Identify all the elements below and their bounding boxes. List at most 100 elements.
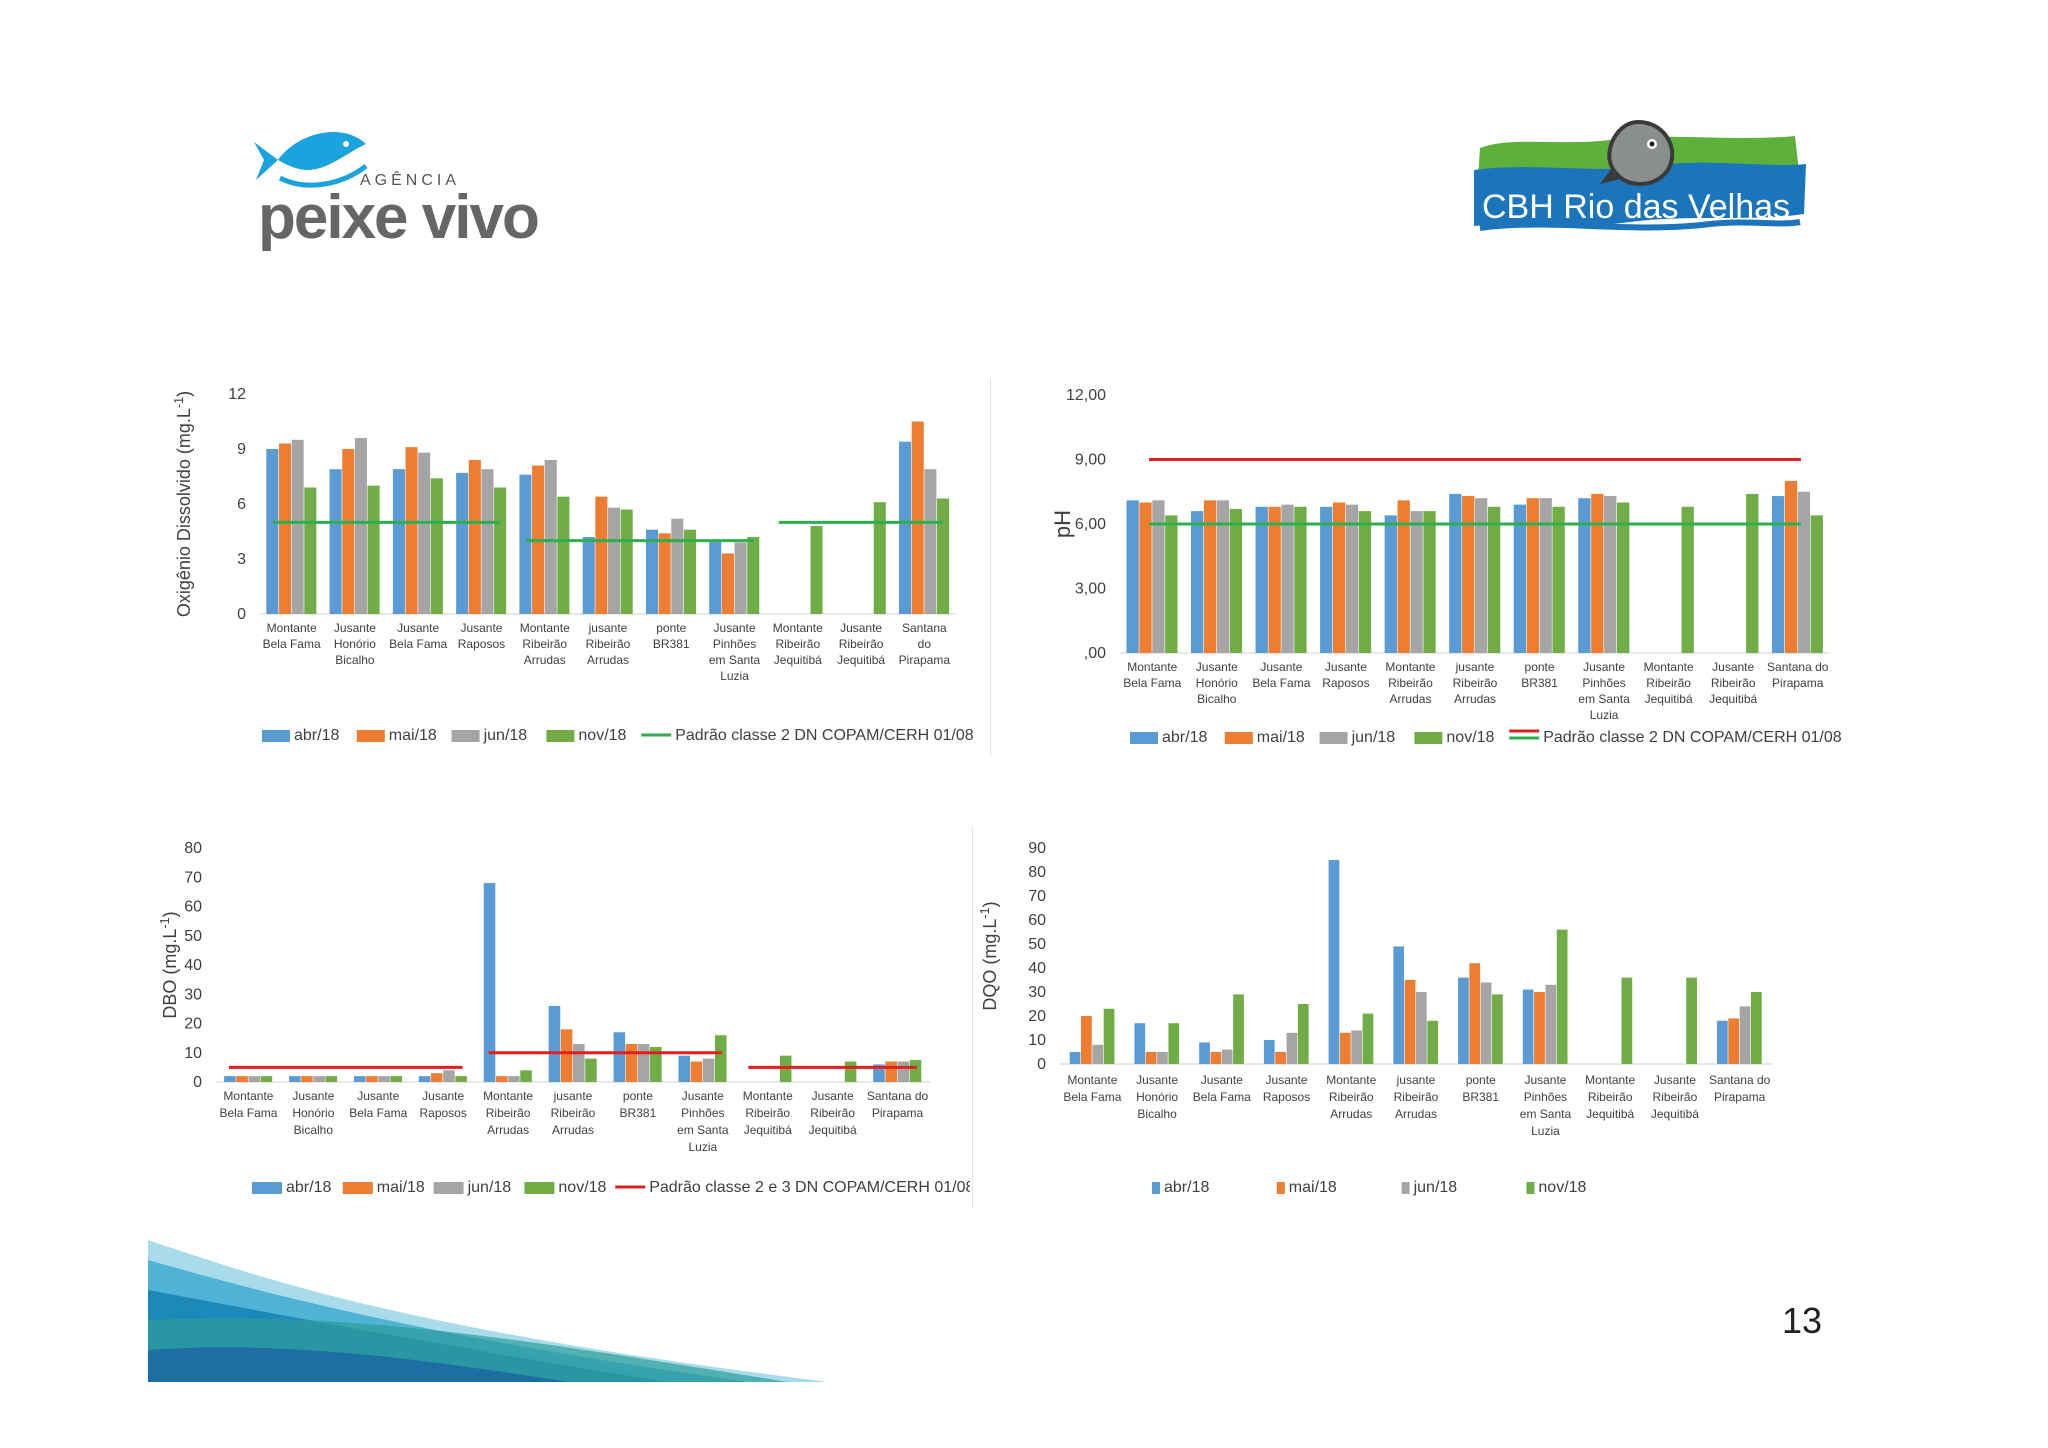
- bar-mai-18: [560, 1029, 573, 1082]
- bar-abr-18: [329, 469, 342, 614]
- bar-jun-18: [1545, 984, 1557, 1064]
- y-tick-label: ,00: [1084, 645, 1106, 662]
- x-category-label: Jusante Raposos: [458, 621, 505, 651]
- bar-abr-18: [1449, 493, 1462, 653]
- legend-label: abr/18: [1162, 729, 1207, 746]
- bar-abr-18: [1263, 1040, 1275, 1064]
- y-tick-label: 3,00: [1075, 581, 1106, 598]
- y-tick-label: 3: [237, 551, 246, 568]
- chart-svg: 0 10 20 30 40 50 60 70 80 DBO (mg.L-1) Montante Bel…: [158, 840, 970, 1196]
- bar-abr-18: [1771, 496, 1785, 653]
- bar-abr-18: [1255, 506, 1268, 653]
- y-tick-label: 50: [1028, 936, 1046, 953]
- bar-jun-18: [637, 1043, 650, 1082]
- bar-nov-18: [937, 498, 950, 614]
- legend-label: jun/18: [1351, 729, 1396, 746]
- bar-jun-18: [1351, 1030, 1362, 1064]
- x-category-label: Jusante Bela Fama: [389, 621, 447, 651]
- legend-swatch: [1414, 732, 1443, 744]
- bar-mai-18: [658, 533, 671, 614]
- bar-nov-18: [1621, 977, 1633, 1064]
- x-category-label: Jusante Honório Bicalho: [1196, 660, 1238, 706]
- y-tick-label: 30: [1028, 984, 1046, 1001]
- x-category-label: Santana do Pirapama: [867, 1089, 929, 1120]
- legend-swatch: [356, 730, 385, 742]
- x-category-label: Jusante Bela Fama: [349, 1089, 407, 1120]
- fish-icon: [1600, 119, 1675, 187]
- bar-jun-18: [924, 469, 937, 614]
- bar-mai-18: [1462, 496, 1475, 653]
- x-category-label: Santana do Pirapama: [1767, 660, 1829, 690]
- chart-svg: 0 3 6 9 12 Oxigênio Dissolvido (mg.L-1) Montan…: [172, 386, 974, 744]
- y-tick-label: 70: [1028, 888, 1046, 905]
- bar-jun-18: [1286, 1032, 1298, 1064]
- x-category-label: Montante Ribeirão Arrudas: [1385, 660, 1435, 706]
- bar-nov-18: [1681, 506, 1694, 653]
- bar-abr-18: [582, 537, 595, 614]
- x-category-label: Jusante Honório Bicalho: [292, 1089, 334, 1137]
- bar-jun-18: [1221, 1049, 1233, 1064]
- bar-nov-18: [873, 502, 886, 614]
- bar-nov-18: [390, 1076, 403, 1082]
- bar-nov-18: [494, 487, 507, 614]
- bar-abr-18: [392, 469, 405, 614]
- y-tick-label: 80: [1028, 864, 1046, 881]
- x-category-label: Jusante Bela Fama: [1252, 660, 1310, 690]
- y-tick-label: 30: [184, 986, 202, 1003]
- legend-label: mai/18: [389, 727, 437, 744]
- legend-swatch: [524, 1182, 555, 1194]
- bar-mai-18: [721, 553, 734, 614]
- x-category-label: ponte BR381: [1521, 660, 1558, 690]
- y-tick-label: 80: [184, 840, 202, 857]
- chart-ph: ,00 3,00 6,00 9,00 12,00 pH Montante Bela Fama J…: [1040, 378, 1870, 756]
- bar-jun-18: [313, 1076, 325, 1082]
- bar-abr-18: [1320, 506, 1333, 653]
- bar-nov-18: [1810, 515, 1823, 653]
- x-category-label: Jusante Honório Bicalho: [334, 621, 376, 667]
- bar-jun-18: [378, 1076, 390, 1082]
- x-category-label: Montante Bela Fama: [1063, 1073, 1121, 1104]
- x-category-label: Montante Ribeirão Jequitibá: [1585, 1073, 1635, 1121]
- bar-jun-18: [418, 452, 431, 614]
- chart-dbo: 0 10 20 30 40 50 60 70 80 DBO (mg.L-1) Montante Bel…: [150, 830, 970, 1210]
- y-tick-label: 6,00: [1075, 516, 1106, 533]
- y-axis-label: pH: [1050, 510, 1075, 538]
- bar-jun-18: [443, 1070, 455, 1082]
- chart-svg: 0 10 20 30 40 50 60 70 80 90 DQO (mg.L-1) Montante B…: [980, 840, 1772, 1196]
- bar-nov-18: [260, 1076, 273, 1082]
- x-category-label: jusante Ribeirão Arrudas: [551, 1089, 596, 1137]
- x-category-label: jusante Ribeirão Arrudas: [1453, 660, 1498, 706]
- bar-mai-18: [366, 1076, 378, 1082]
- bar-abr-18: [224, 1076, 236, 1082]
- bar-jun-18: [734, 542, 747, 614]
- bar-nov-18: [1427, 1020, 1439, 1064]
- bar-mai-18: [1728, 1018, 1740, 1064]
- bar-mai-18: [1145, 1052, 1157, 1064]
- bar-jun-18: [573, 1043, 585, 1082]
- bar-nov-18: [585, 1058, 597, 1082]
- bar-mai-18: [1333, 502, 1346, 653]
- bar-mai-18: [625, 1043, 638, 1082]
- x-category-label: ponte BR381: [1462, 1073, 1499, 1104]
- bar-nov-18: [1552, 506, 1565, 653]
- legend-label: nov/18: [1446, 729, 1494, 746]
- chart-dqo: 0 10 20 30 40 50 60 70 80 90 DQO (mg.L-1) Montante B…: [980, 830, 1810, 1210]
- bar-jun-18: [1797, 491, 1811, 653]
- bar-mai-18: [1210, 1052, 1222, 1064]
- bar-nov-18: [1229, 508, 1243, 653]
- bar-abr-18: [353, 1076, 366, 1082]
- bar-abr-18: [1578, 498, 1591, 653]
- legend-swatch: [1224, 732, 1253, 744]
- bar-abr-18: [548, 1005, 561, 1082]
- bar-abr-18: [1513, 504, 1527, 653]
- x-category-label: Jusante Bela Fama: [1193, 1073, 1251, 1104]
- bar-nov-18: [1233, 994, 1244, 1064]
- y-tick-label: 40: [1028, 960, 1046, 977]
- legend-swatch: [262, 730, 290, 742]
- legend-label: jun/18: [483, 727, 528, 744]
- bar-mai-18: [1275, 1052, 1286, 1064]
- legend-swatch: [1401, 1182, 1410, 1194]
- x-category-label: Montante Bela Fama: [1123, 660, 1181, 690]
- y-axis-label: DQO (mg.L-1): [980, 901, 1000, 1010]
- x-category-label: Montante Ribeirão Jequitibá: [773, 621, 823, 667]
